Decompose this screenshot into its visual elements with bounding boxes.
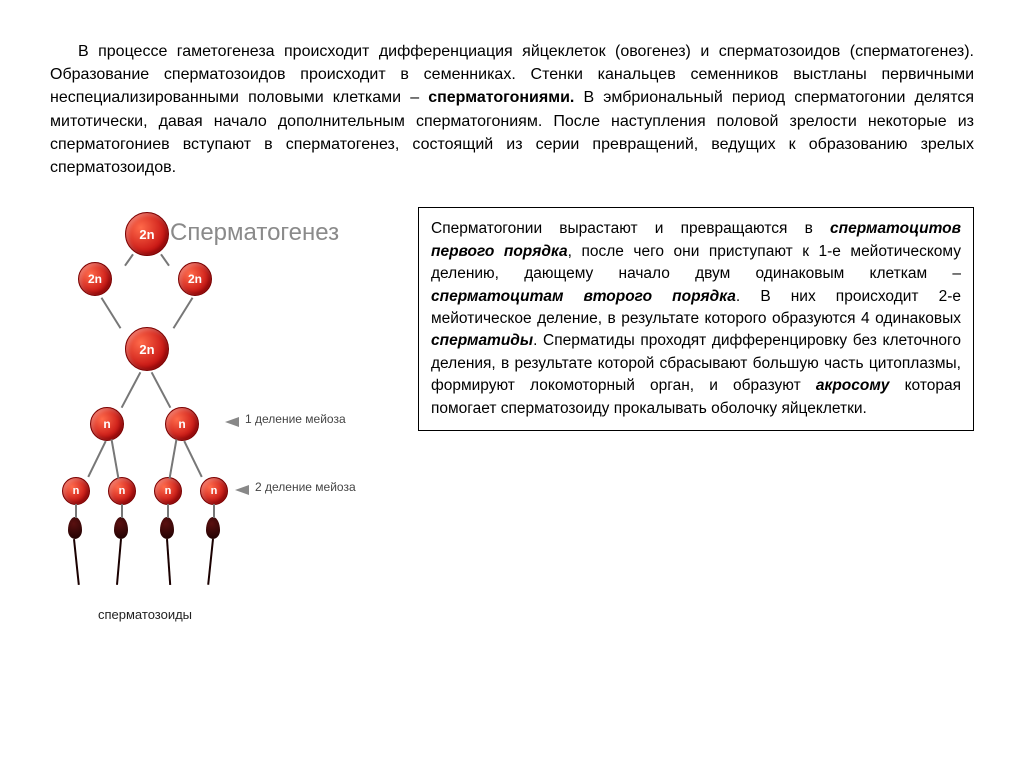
diagram-line xyxy=(173,297,194,329)
diagram-line xyxy=(167,504,169,518)
arrow-icon xyxy=(225,417,239,427)
cell-2n-grown: 2n xyxy=(125,327,169,371)
diagram-line xyxy=(87,441,106,478)
diagram-line xyxy=(151,372,172,408)
cell-n-m2-3: n xyxy=(154,477,182,505)
intro-paragraph: В процессе гаметогенеза происходит диффе… xyxy=(50,40,974,179)
desc-ital-2: сперматоцитам второго порядка xyxy=(431,288,736,305)
desc-ital-4: акросому xyxy=(816,377,890,394)
cell-2n-top: 2n xyxy=(125,212,169,256)
cell-2n-left: 2n xyxy=(78,262,112,296)
cell-n-m2-4: n xyxy=(200,477,228,505)
diagram-line xyxy=(213,504,215,518)
diagram-line xyxy=(169,439,178,479)
cell-n-m2-1: n xyxy=(62,477,90,505)
diagram-line xyxy=(101,297,122,329)
sperm-icon xyxy=(110,517,132,587)
sperm-icon xyxy=(202,517,224,587)
diagram-line xyxy=(124,254,134,267)
diagram-line xyxy=(75,504,77,518)
cell-2n-right: 2n xyxy=(178,262,212,296)
desc-ital-3: сперматиды xyxy=(431,332,533,349)
diagram-line xyxy=(121,372,142,408)
intro-bold: сперматогониями. xyxy=(428,89,574,106)
cell-n-m1-right: n xyxy=(165,407,199,441)
meiosis2-label: 2 деление мейоза xyxy=(255,480,356,494)
desc-text: Сперматогонии вырастают и превращаются в xyxy=(431,220,830,237)
diagram-title: Сперматогенез xyxy=(170,219,339,247)
diagram-column: Сперматогенез 2n 2n 2n 2n n n 1 деление … xyxy=(50,207,400,677)
lower-row: Сперматогенез 2n 2n 2n 2n n n 1 деление … xyxy=(50,207,974,677)
diagram-line xyxy=(121,504,123,518)
sperm-caption: сперматозоиды xyxy=(98,607,192,622)
arrow-icon xyxy=(235,485,249,495)
diagram-line xyxy=(111,439,120,479)
sperm-icon xyxy=(64,517,86,587)
cell-n-m1-left: n xyxy=(90,407,124,441)
description-column: Сперматогонии вырастают и превращаются в… xyxy=(418,207,974,677)
cell-n-m2-2: n xyxy=(108,477,136,505)
description-box: Сперматогонии вырастают и превращаются в… xyxy=(418,207,974,431)
spermatogenesis-diagram: Сперматогенез 2n 2n 2n 2n n n 1 деление … xyxy=(50,207,400,677)
diagram-line xyxy=(183,441,202,478)
diagram-line xyxy=(160,254,170,267)
meiosis1-label: 1 деление мейоза xyxy=(245,412,346,426)
sperm-icon xyxy=(156,517,178,587)
